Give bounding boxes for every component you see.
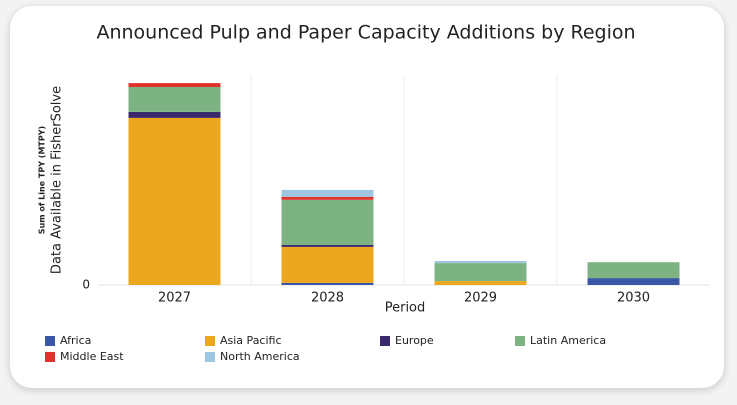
bar-segment (281, 282, 374, 285)
bar-segment (587, 262, 680, 279)
bar-segment (281, 244, 374, 247)
bar-segment (434, 263, 527, 282)
bar-segment (434, 261, 527, 264)
bar-segment (281, 199, 374, 245)
legend-label: Asia Pacific (220, 334, 282, 347)
x-tick-label: 2028 (311, 291, 344, 306)
legend-label: Middle East (60, 350, 124, 363)
legend-swatch (45, 336, 55, 346)
y-axis-label-small: Sum of Line TPY (MTPY) (38, 126, 47, 234)
bar-segment (128, 111, 221, 118)
bar-segment (281, 246, 374, 283)
legend-swatch (45, 352, 55, 362)
y-axis-label: Data Available in FisherSolve (50, 86, 65, 274)
legend-swatch (515, 336, 525, 346)
bar-segment (281, 196, 374, 200)
chart-title: Announced Pulp and Paper Capacity Additi… (96, 22, 635, 44)
legend-swatch (205, 336, 215, 346)
legend-swatch (205, 352, 215, 362)
x-axis-label: Period (385, 301, 426, 316)
bar-segment (434, 281, 527, 285)
bar-segment (128, 83, 221, 87)
y-tick-label: 0 (82, 278, 90, 292)
bar-segment (128, 117, 221, 286)
legend-label: Europe (395, 334, 434, 347)
x-tick-label: 2027 (158, 291, 191, 306)
x-tick-label: 2029 (464, 291, 497, 306)
legend-label: North America (220, 350, 300, 363)
bar-segment (281, 189, 374, 197)
legend-swatch (380, 336, 390, 346)
bar-segment (128, 87, 221, 112)
x-tick-label: 2030 (617, 291, 650, 306)
legend-label: Latin America (530, 334, 606, 347)
bar-segment (587, 278, 680, 285)
legend-label: Africa (60, 334, 91, 347)
